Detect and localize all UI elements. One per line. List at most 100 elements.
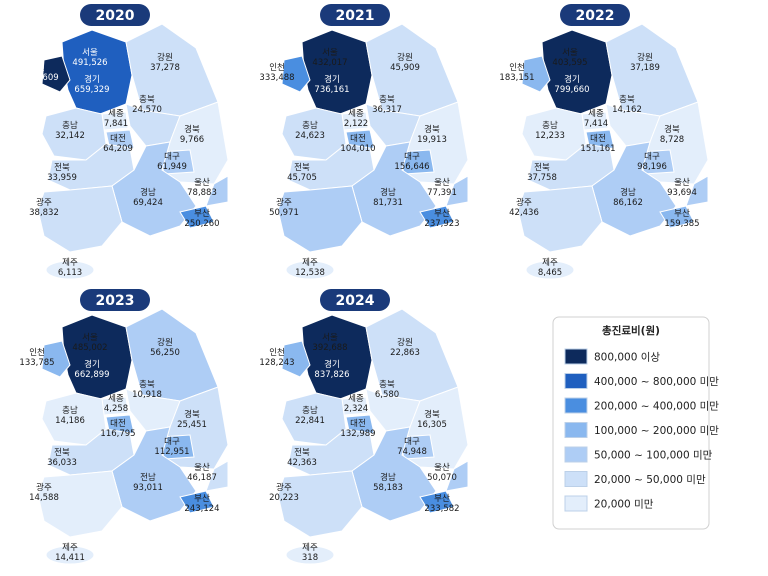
legend-swatch <box>564 348 588 365</box>
region-name: 강원 <box>397 52 413 63</box>
region-name: 부산 <box>434 493 450 504</box>
region-name: 충북 <box>619 95 635 105</box>
region <box>111 141 197 237</box>
region <box>591 141 677 237</box>
region-name: 경남 <box>380 472 396 483</box>
region-value: 56,250 <box>150 348 180 358</box>
region-name: 전북 <box>294 447 310 458</box>
region-name: 전북 <box>294 162 310 173</box>
region <box>285 545 335 565</box>
legend-swatch <box>564 446 588 463</box>
region-value: 46,187 <box>187 473 217 483</box>
region <box>45 545 95 565</box>
region-value: 93,011 <box>133 483 163 493</box>
region-value: 25,451 <box>177 420 207 430</box>
region-value: 24,623 <box>295 131 325 141</box>
region-name: 인천 <box>29 347 45 358</box>
region-name: 울산 <box>194 177 210 188</box>
region-value: 12,233 <box>535 131 565 141</box>
region-name: 대전 <box>590 133 606 144</box>
region-value: 45,909 <box>390 63 420 73</box>
region <box>179 205 215 229</box>
region <box>37 470 123 538</box>
region-name: 서울 <box>82 48 98 58</box>
year-badge <box>320 4 390 26</box>
region-value: 112,951 <box>154 447 189 457</box>
region-value: 36,317 <box>372 105 402 115</box>
year-label: 2024 <box>336 293 375 309</box>
region-name: 강원 <box>157 337 173 348</box>
region-name: 충남 <box>542 121 558 131</box>
region-name: 대구 <box>644 152 660 162</box>
region-value: 183,151 <box>499 73 534 83</box>
region-value: 42,436 <box>509 208 539 218</box>
region-value: 50,070 <box>427 473 457 483</box>
region-name: 대구 <box>164 437 180 447</box>
region-value: 61,949 <box>157 162 187 172</box>
legend-label: 20,000 ~ 50,000 미만 <box>594 474 706 486</box>
region-name: 강원 <box>157 52 173 63</box>
region-value: 38,832 <box>29 208 59 218</box>
map: 서울491,526경기659,329인천1,044,609강원37,278충북2… <box>15 4 229 280</box>
region-value: 37,278 <box>150 63 180 73</box>
region-name: 인천 <box>269 347 285 358</box>
region-value: 133,785 <box>19 358 54 368</box>
region-name: 대전 <box>110 418 126 429</box>
region-value: 318 <box>302 553 318 563</box>
legend-swatch <box>564 397 588 414</box>
region-name: 부산 <box>674 208 690 219</box>
region <box>41 340 71 378</box>
region-name: 대구 <box>404 437 420 447</box>
year-label: 2020 <box>96 8 135 24</box>
region-value: 22,841 <box>295 416 325 426</box>
region-name: 제주 <box>542 258 558 268</box>
region-name: 전북 <box>54 447 70 458</box>
region-name: 대전 <box>350 418 366 429</box>
region <box>301 29 373 115</box>
region-value: 9,766 <box>180 135 204 145</box>
region-value: 6,580 <box>375 390 399 400</box>
region-value: 64,209 <box>103 144 133 154</box>
region-name: 경북 <box>184 409 200 420</box>
region-value: 10,918 <box>132 390 162 400</box>
region <box>45 260 95 280</box>
legend-swatch <box>564 422 588 438</box>
region-value: 116,795 <box>100 429 135 439</box>
region-value: 74,948 <box>397 447 427 457</box>
region-value: 12,538 <box>295 268 325 278</box>
region-value: 93,694 <box>667 188 697 198</box>
region-value: 159,385 <box>664 219 699 229</box>
region-name: 제주 <box>62 258 78 268</box>
region-name: 경기 <box>324 359 340 370</box>
region-name: 인천 <box>269 62 285 73</box>
region-value: 50,971 <box>269 208 299 218</box>
year-label: 2023 <box>96 293 135 309</box>
region <box>205 175 229 207</box>
legend-box <box>552 316 710 530</box>
region-name: 광주 <box>516 197 532 208</box>
region-name: 서울 <box>322 48 338 58</box>
region-name: 충남 <box>62 121 78 131</box>
region-value: 156,646 <box>394 162 429 172</box>
region <box>685 175 709 207</box>
region-name: 경남 <box>140 187 156 198</box>
region <box>41 55 71 93</box>
region-value: 485,002 <box>72 343 107 353</box>
region <box>541 29 613 115</box>
region-name: 충북 <box>379 95 395 105</box>
region-value: 2,324 <box>344 404 368 414</box>
region-name: 강원 <box>397 337 413 348</box>
region-value: 250,260 <box>184 219 219 229</box>
region-value: 392,688 <box>312 343 347 353</box>
region-value: 8,465 <box>538 268 562 278</box>
region-value: 42,363 <box>287 458 317 468</box>
region-name: 충북 <box>139 380 155 390</box>
region-value: 98,196 <box>637 162 667 172</box>
region <box>419 205 455 229</box>
region-value: 7,414 <box>584 119 608 129</box>
legend-swatch <box>564 495 588 512</box>
region-name: 광주 <box>36 197 52 208</box>
